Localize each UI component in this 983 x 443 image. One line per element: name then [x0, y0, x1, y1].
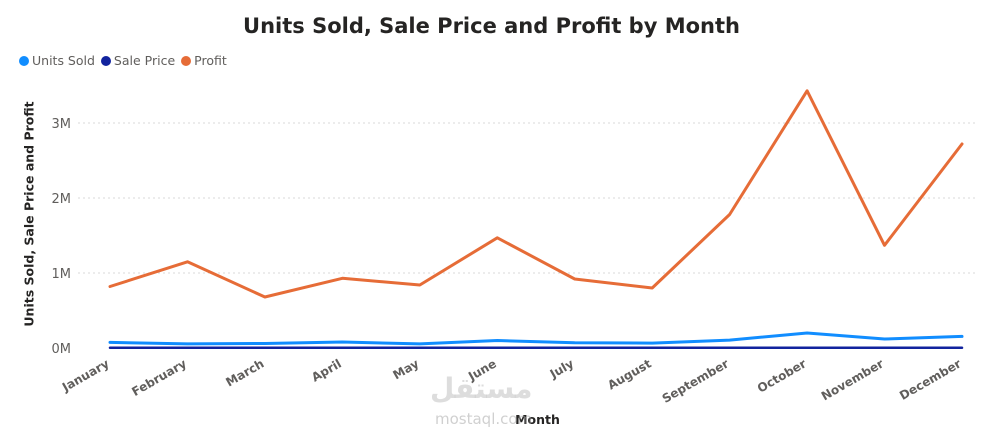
legend-item-units-sold[interactable]: Units Sold [19, 53, 95, 68]
data-point-units-sold [727, 338, 732, 343]
x-tick-label: September [660, 356, 732, 405]
data-point-sale-price [262, 345, 267, 350]
data-point-sale-price [805, 345, 810, 350]
data-point-profit [650, 286, 655, 291]
legend-marker-sale-price [100, 55, 111, 66]
x-tick-label: December [897, 356, 963, 402]
data-point-sale-price [650, 345, 655, 350]
data-point-profit [340, 276, 345, 281]
x-tick-label: March [223, 356, 266, 389]
data-point-sale-price [185, 345, 190, 350]
x-tick-label: January [59, 356, 112, 394]
data-point-units-sold [262, 341, 267, 346]
data-point-sale-price [340, 345, 345, 350]
legend-marker-units-sold [19, 55, 29, 66]
data-point-units-sold [882, 337, 887, 342]
legend-label-profit: Profit [194, 53, 227, 68]
x-tick-label: May [391, 356, 422, 382]
x-axis-title: Month [515, 412, 560, 427]
y-tick-label: 3M [52, 117, 72, 132]
data-point-profit [417, 283, 422, 288]
y-tick-label: 2M [52, 192, 72, 207]
y-tick-label: 0M [52, 342, 72, 357]
data-point-units-sold [340, 340, 345, 345]
data-point-profit [185, 259, 190, 264]
legend-label-sale-price: Sale Price [113, 53, 176, 68]
data-point-profit [882, 243, 887, 248]
series-line-profit [108, 89, 964, 299]
data-point-profit [572, 277, 577, 282]
x-tick-label: July [547, 356, 577, 381]
data-point-profit [262, 295, 267, 300]
legend-item-sale-price[interactable]: Sale Price [100, 53, 176, 68]
data-point-sale-price [417, 345, 422, 350]
x-tick-label: August [605, 356, 654, 392]
y-tick-label: 1M [52, 267, 72, 282]
x-tick-label: October [755, 356, 809, 395]
data-point-sale-price [727, 345, 732, 350]
data-point-units-sold [495, 338, 500, 343]
x-tick-label: February [129, 356, 189, 399]
data-point-profit [960, 142, 965, 147]
data-point-sale-price [572, 345, 577, 350]
data-point-units-sold [572, 340, 577, 345]
data-point-sale-price [495, 345, 500, 350]
data-point-sale-price [960, 345, 965, 350]
data-point-profit [108, 284, 113, 289]
watermark-logo: مستقل [430, 372, 533, 405]
data-point-profit [805, 88, 810, 93]
data-point-units-sold [650, 341, 655, 346]
series-line-units-sold [108, 331, 964, 346]
x-tick-label: April [309, 356, 344, 384]
x-tick-label: November [819, 356, 886, 403]
data-point-profit [495, 235, 500, 240]
data-point-units-sold [960, 334, 965, 339]
data-point-units-sold [108, 340, 113, 345]
watermark-url: mostaql.com [435, 410, 533, 428]
legend-label-units-sold: Units Sold [32, 53, 95, 68]
data-point-sale-price [882, 345, 887, 350]
legend-marker-profit [181, 55, 192, 66]
data-point-units-sold [805, 331, 810, 336]
chart-title: Units Sold, Sale Price and Profit by Mon… [243, 14, 740, 38]
data-point-sale-price [108, 345, 113, 350]
data-point-profit [727, 212, 732, 217]
legend: Units Sold Sale Price Profit [19, 53, 227, 68]
legend-item-profit[interactable]: Profit [181, 53, 227, 68]
